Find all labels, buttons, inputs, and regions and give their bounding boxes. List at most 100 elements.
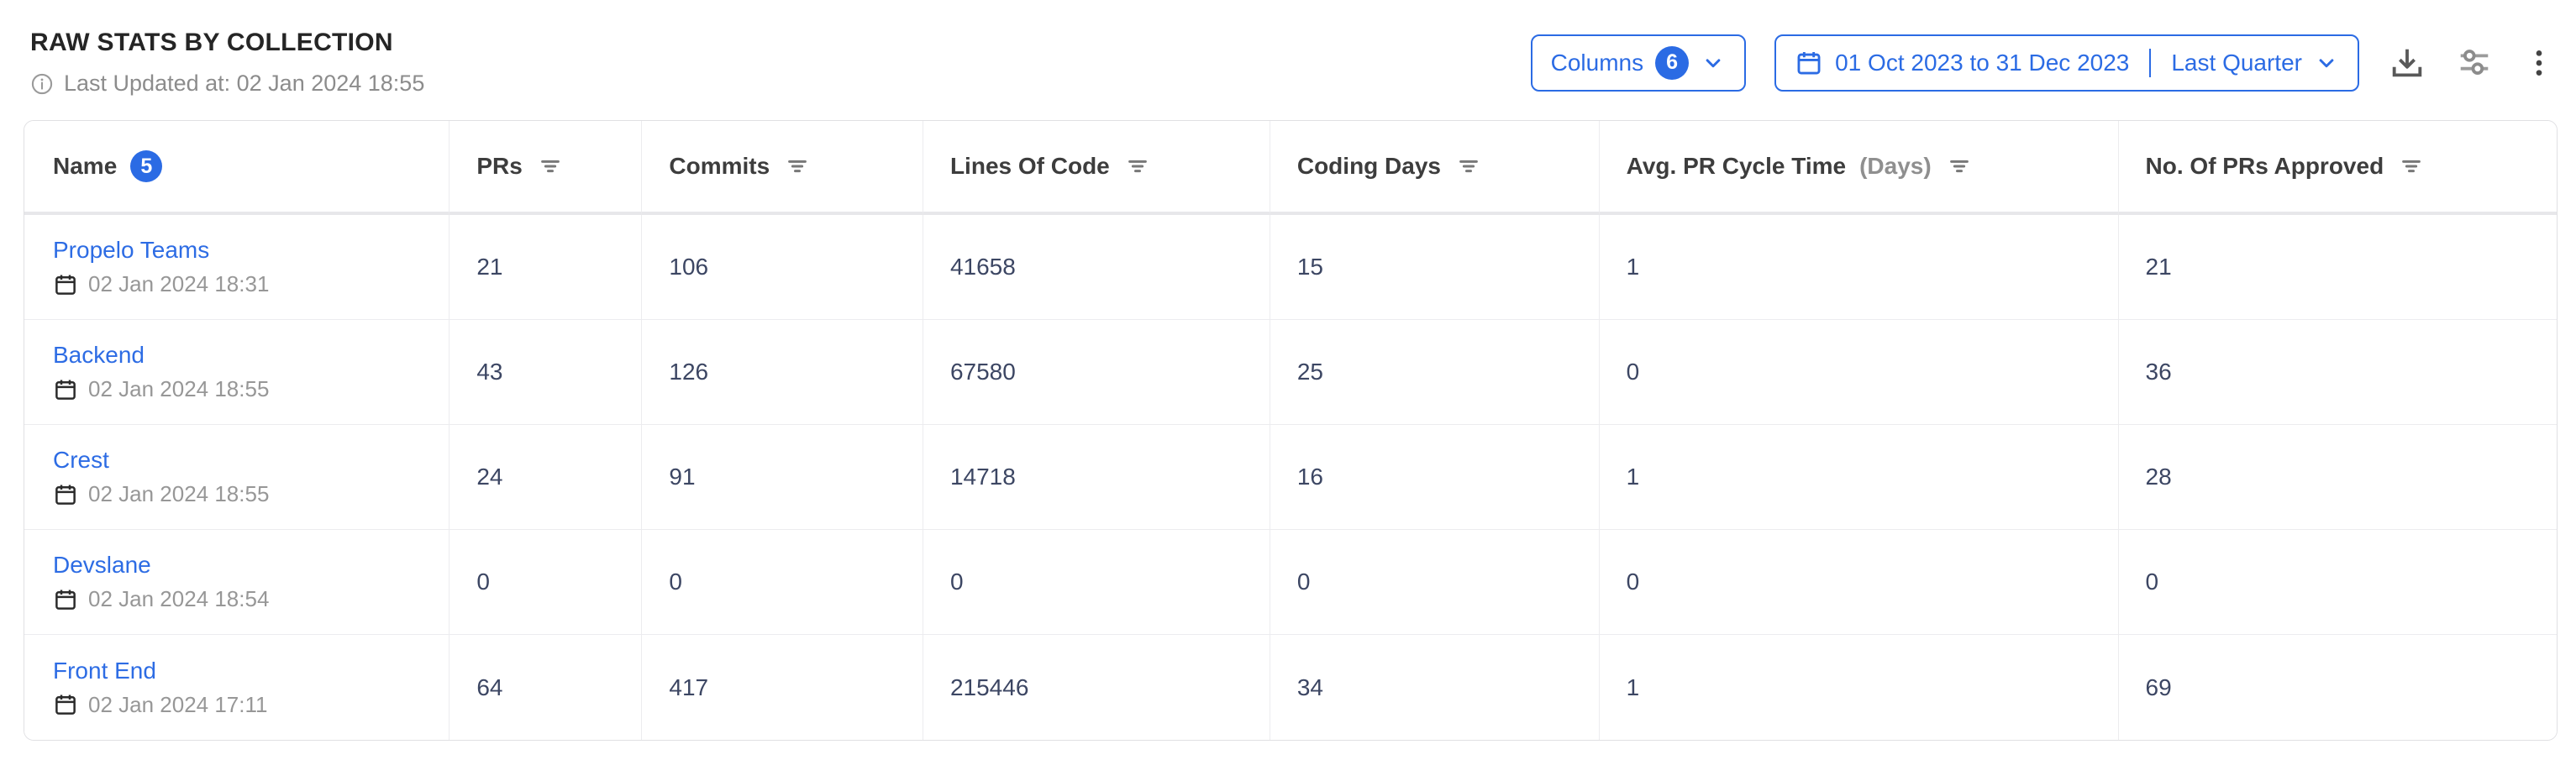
date-range-text: 01 Oct 2023 to 31 Dec 2023 (1835, 49, 2130, 76)
calendar-icon (55, 275, 76, 295)
column-header-label: Coding Days (1296, 153, 1441, 179)
row-updated-text: 02 Jan 2024 18:55 (88, 481, 270, 506)
collection-name-link[interactable]: Backend (53, 342, 145, 368)
column-header: No. Of PRs Approved (2118, 121, 2557, 215)
stat-cell: 0 (923, 530, 1270, 635)
column-header: Coding Days (1270, 121, 1600, 215)
stat-cell: 1 (1599, 215, 2119, 320)
filter-icon[interactable] (1456, 154, 1481, 179)
date-range-button[interactable]: 01 Oct 2023 to 31 Dec 2023 Last Quarter (1774, 34, 2359, 92)
table-row: Devslane 02 Jan 2024 18:54 0 0 0 0 0 0 (24, 530, 2557, 635)
columns-button[interactable]: Columns 6 (1530, 34, 1747, 92)
stat-cell: 215446 (923, 635, 1270, 740)
row-updated-text: 02 Jan 2024 18:55 (88, 376, 270, 401)
table-row: Propelo Teams 02 Jan 2024 18:31 21 106 4… (24, 215, 2557, 320)
column-header-name: Name 5 (24, 121, 450, 215)
stat-cell: 21 (449, 215, 643, 320)
stat-cell: 15 (1270, 215, 1600, 320)
stat-cell: 14718 (923, 425, 1270, 530)
stat-cell: 67580 (923, 320, 1270, 425)
chevron-down-icon (1706, 58, 1721, 67)
last-updated: Last Updated at: 02 Jan 2024 18:55 (30, 71, 424, 97)
columns-count-badge: 6 (1655, 45, 1690, 80)
column-header-label: Lines Of Code (949, 153, 1110, 179)
row-last-updated: 02 Jan 2024 18:54 (53, 586, 449, 612)
stat-cell: 126 (642, 320, 923, 425)
stat-cell: 91 (642, 425, 923, 530)
column-header-suffix: (Days) (1859, 153, 1932, 179)
name-cell: Front End 02 Jan 2024 17:11 (24, 635, 450, 740)
column-header-label: Commits (669, 153, 770, 179)
date-preset-text: Last Quarter (2171, 49, 2302, 76)
more-options-button[interactable] (2522, 46, 2556, 80)
sliders-icon (2460, 49, 2489, 75)
filter-icon[interactable] (1125, 154, 1150, 179)
download-button[interactable] (2388, 44, 2426, 82)
stat-cell: 0 (449, 530, 643, 635)
filter-icon[interactable] (1947, 154, 1972, 179)
row-updated-text: 02 Jan 2024 17:11 (88, 691, 268, 717)
column-header: Commits (642, 121, 923, 215)
stat-cell: 0 (2118, 530, 2557, 635)
stat-cell: 106 (642, 215, 923, 320)
stat-cell: 28 (2118, 425, 2557, 530)
name-count-badge: 5 (130, 150, 163, 182)
row-last-updated: 02 Jan 2024 18:55 (53, 376, 449, 402)
stat-cell: 24 (449, 425, 643, 530)
collection-name-link[interactable]: Front End (53, 657, 156, 684)
column-header-label: Avg. PR Cycle Time (1626, 153, 1847, 179)
button-divider (2149, 48, 2152, 77)
table-header-row: Name 5 PRs Commits Lines Of Code Coding … (24, 121, 2557, 215)
page-title: RAW STATS BY COLLECTION (30, 29, 393, 56)
stat-cell: 0 (1599, 530, 2119, 635)
row-updated-text: 02 Jan 2024 18:31 (88, 271, 270, 296)
table-row: Backend 02 Jan 2024 18:55 43 126 67580 2… (24, 320, 2557, 425)
calendar-icon (1797, 51, 1821, 74)
row-last-updated: 02 Jan 2024 18:31 (53, 271, 449, 297)
settings-button[interactable] (2455, 44, 2494, 82)
collection-name-link[interactable]: Crest (53, 447, 109, 473)
collection-name-link[interactable]: Propelo Teams (53, 237, 210, 263)
columns-label: Columns (1550, 49, 1644, 76)
stat-cell: 25 (1270, 320, 1600, 425)
table-body: Propelo Teams 02 Jan 2024 18:31 21 106 4… (24, 215, 2557, 740)
toolbar-controls: Columns 6 01 Oct 2023 to 31 Dec 2023 Las… (1530, 34, 2556, 92)
stat-cell: 0 (1599, 320, 2119, 425)
kebab-menu-icon (2536, 50, 2542, 76)
stat-cell: 43 (449, 320, 643, 425)
table-row: Front End 02 Jan 2024 17:11 64 417 21544… (24, 635, 2557, 740)
stat-cell: 417 (642, 635, 923, 740)
stat-cell: 1 (1599, 635, 2119, 740)
stats-table: Name 5 PRs Commits Lines Of Code Coding … (24, 120, 2558, 741)
filter-icon[interactable] (538, 154, 563, 179)
stat-cell: 69 (2118, 635, 2557, 740)
row-last-updated: 02 Jan 2024 18:55 (53, 481, 449, 507)
stat-cell: 1 (1599, 425, 2119, 530)
stat-cell: 0 (642, 530, 923, 635)
calendar-icon (55, 590, 76, 610)
name-cell: Propelo Teams 02 Jan 2024 18:31 (24, 215, 450, 320)
chevron-down-icon (2319, 58, 2334, 67)
info-icon (31, 73, 53, 94)
table-row: Crest 02 Jan 2024 18:55 24 91 14718 16 1… (24, 425, 2557, 530)
download-icon (2392, 49, 2422, 76)
row-last-updated: 02 Jan 2024 17:11 (53, 692, 449, 718)
name-header-label: Name (53, 153, 118, 179)
calendar-icon (55, 485, 76, 505)
stat-cell: 41658 (923, 215, 1270, 320)
calendar-icon (55, 380, 76, 400)
name-cell: Crest 02 Jan 2024 18:55 (24, 425, 450, 530)
filter-icon[interactable] (2399, 154, 2424, 179)
column-header-label: PRs (476, 153, 523, 179)
column-header: Avg. PR Cycle Time (Days) (1599, 121, 2119, 215)
column-header: PRs (449, 121, 643, 215)
title-block: RAW STATS BY COLLECTION Last Updated at:… (30, 29, 424, 97)
last-updated-text: Last Updated at: 02 Jan 2024 18:55 (64, 71, 425, 96)
topbar: RAW STATS BY COLLECTION Last Updated at:… (0, 0, 2576, 97)
filter-icon[interactable] (785, 154, 810, 179)
name-cell: Devslane 02 Jan 2024 18:54 (24, 530, 450, 635)
stat-cell: 21 (2118, 215, 2557, 320)
collection-name-link[interactable]: Devslane (53, 552, 151, 578)
name-cell: Backend 02 Jan 2024 18:55 (24, 320, 450, 425)
